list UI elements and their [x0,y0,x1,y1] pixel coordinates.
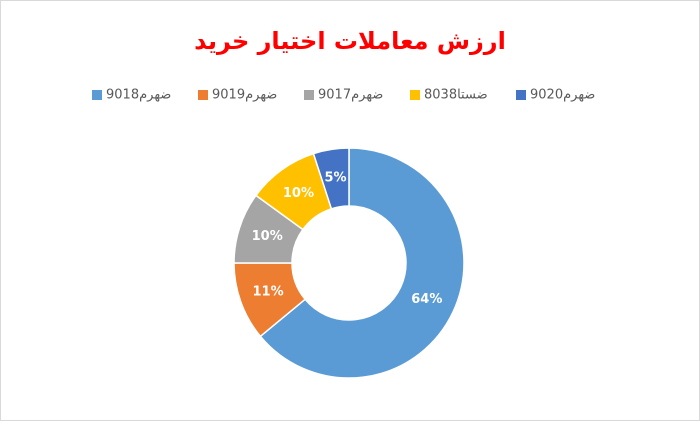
legend-marker [410,90,420,100]
legend-marker [304,90,314,100]
legend-marker [92,90,102,100]
legend-label: ضستا8038 [424,88,488,103]
legend-label: ضهرم9019 [212,88,277,103]
legend-label: ضهرم9018 [106,88,171,103]
data-label: 10% [252,229,283,244]
chart-title: ارزش معاملات اختیار خرید [194,27,506,55]
legend-marker [516,90,526,100]
donut-segment [259,147,465,379]
data-label: 11% [253,285,284,300]
data-label: 5% [325,171,347,186]
legend-marker [198,90,208,100]
data-label: 10% [283,186,314,201]
donut-segment [312,147,350,210]
legend-label: ضهرم9020 [530,88,595,103]
legend-label: ضهرم9017 [318,88,383,103]
data-label: 64% [411,292,442,307]
